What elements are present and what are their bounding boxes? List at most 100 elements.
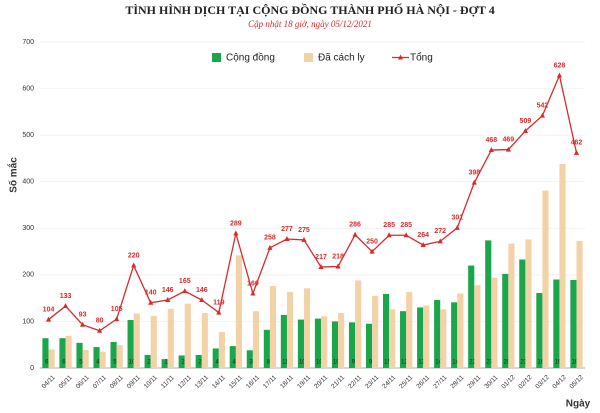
total-value-label: 250 [366, 238, 378, 245]
bar [269, 286, 277, 368]
x-tick-label: 04/11 [41, 374, 57, 390]
total-marker [539, 112, 546, 118]
total-value-label: 105 [111, 306, 123, 313]
x-tick-label: 27/11 [432, 374, 448, 390]
total-marker [233, 230, 239, 236]
total-value-label: 289 [230, 220, 242, 227]
total-marker [403, 232, 409, 238]
bar [76, 342, 83, 368]
bar [502, 273, 509, 368]
y-tick-label: 0 [30, 365, 34, 372]
total-marker [182, 288, 188, 294]
x-tick-label: 23/11 [364, 374, 380, 390]
bar [553, 279, 560, 368]
x-tick-label: 01/12 [500, 374, 517, 391]
bar [144, 354, 151, 368]
y-tick-label: 500 [22, 132, 34, 139]
total-value-label: 80 [96, 318, 104, 325]
bar [365, 323, 373, 368]
bar [451, 302, 458, 368]
total-value-label: 286 [349, 222, 361, 229]
x-tick-label: 10/11 [143, 374, 159, 390]
bar [150, 315, 157, 368]
x-tick-label: 06/11 [75, 374, 91, 390]
total-value-label: 272 [434, 228, 446, 235]
bar [314, 318, 322, 368]
bar [331, 321, 339, 368]
x-tick-label: 08/11 [109, 374, 125, 390]
bar [116, 345, 123, 368]
total-value-label: 468 [485, 137, 497, 144]
total-marker [199, 297, 205, 303]
legend-label: Đã cách ly [318, 53, 365, 64]
total-value-label: 217 [315, 254, 327, 261]
total-marker [267, 244, 273, 250]
total-marker [45, 316, 52, 322]
x-tick-label: 18/11 [279, 374, 295, 390]
bar [167, 308, 174, 368]
legend-label: Tổng [410, 52, 433, 64]
total-marker [335, 263, 341, 269]
bar [491, 277, 498, 368]
bar [178, 355, 185, 368]
bar [406, 292, 413, 368]
total-value-label: 258 [264, 235, 276, 242]
total-marker [573, 149, 580, 155]
total-value-label: 165 [179, 278, 191, 285]
chart-title: TÌNH HÌNH DỊCH TẠI CỘNG ĐỒNG THÀNH PHỐ H… [125, 2, 494, 17]
legend-label: Cộng đồng [226, 52, 275, 64]
x-tick-label: 20/11 [313, 374, 329, 390]
bar [389, 309, 396, 368]
bar [576, 240, 583, 368]
x-tick-label: 24/11 [381, 374, 397, 390]
bar [99, 351, 106, 368]
chart-subtitle: Cập nhật 18 giờ, ngày 05/12/2021 [248, 19, 372, 29]
total-marker [131, 262, 137, 268]
bar [508, 243, 515, 368]
total-value-label: 275 [298, 227, 310, 234]
total-value-label: 509 [520, 118, 532, 125]
bar [519, 259, 526, 368]
bar [383, 293, 390, 368]
bar [321, 316, 328, 368]
bar [82, 349, 89, 368]
bar [252, 311, 260, 368]
bar [457, 293, 464, 368]
total-marker [369, 248, 375, 254]
total-marker [505, 146, 511, 152]
x-tick-label: 25/11 [398, 374, 414, 390]
total-value-label: 285 [383, 222, 395, 229]
total-value-label: 264 [417, 232, 429, 239]
bar [212, 348, 219, 368]
legend-swatch [212, 53, 221, 62]
x-tick-label: 21/11 [330, 374, 346, 390]
x-tick-label: 03/12 [534, 374, 551, 391]
bar [184, 303, 191, 368]
total-marker [62, 303, 69, 309]
bar [348, 322, 356, 368]
x-tick-label: 09/11 [126, 374, 142, 390]
total-value-label: 462 [571, 140, 583, 147]
x-tick-label: 26/11 [415, 374, 431, 390]
x-tick-label: 05/12 [568, 374, 585, 391]
x-tick-label: 02/12 [517, 374, 534, 391]
bar [338, 313, 345, 368]
total-marker [454, 224, 460, 230]
total-value-label: 301 [451, 215, 463, 222]
bar [201, 313, 208, 368]
bar [474, 285, 481, 368]
bar [570, 279, 577, 368]
total-value-label: 160 [247, 280, 259, 287]
bar [423, 305, 430, 368]
total-value-label: 93 [79, 312, 87, 319]
bar [280, 314, 287, 368]
total-marker [114, 316, 120, 322]
total-value-label: 542 [537, 102, 549, 109]
bar [110, 341, 117, 368]
total-value-label: 628 [554, 62, 566, 69]
x-tick-label: 29/11 [466, 374, 482, 390]
bar [485, 240, 492, 368]
total-marker [148, 299, 154, 305]
x-tick-label: 04/12 [551, 374, 568, 391]
total-marker [437, 238, 443, 244]
